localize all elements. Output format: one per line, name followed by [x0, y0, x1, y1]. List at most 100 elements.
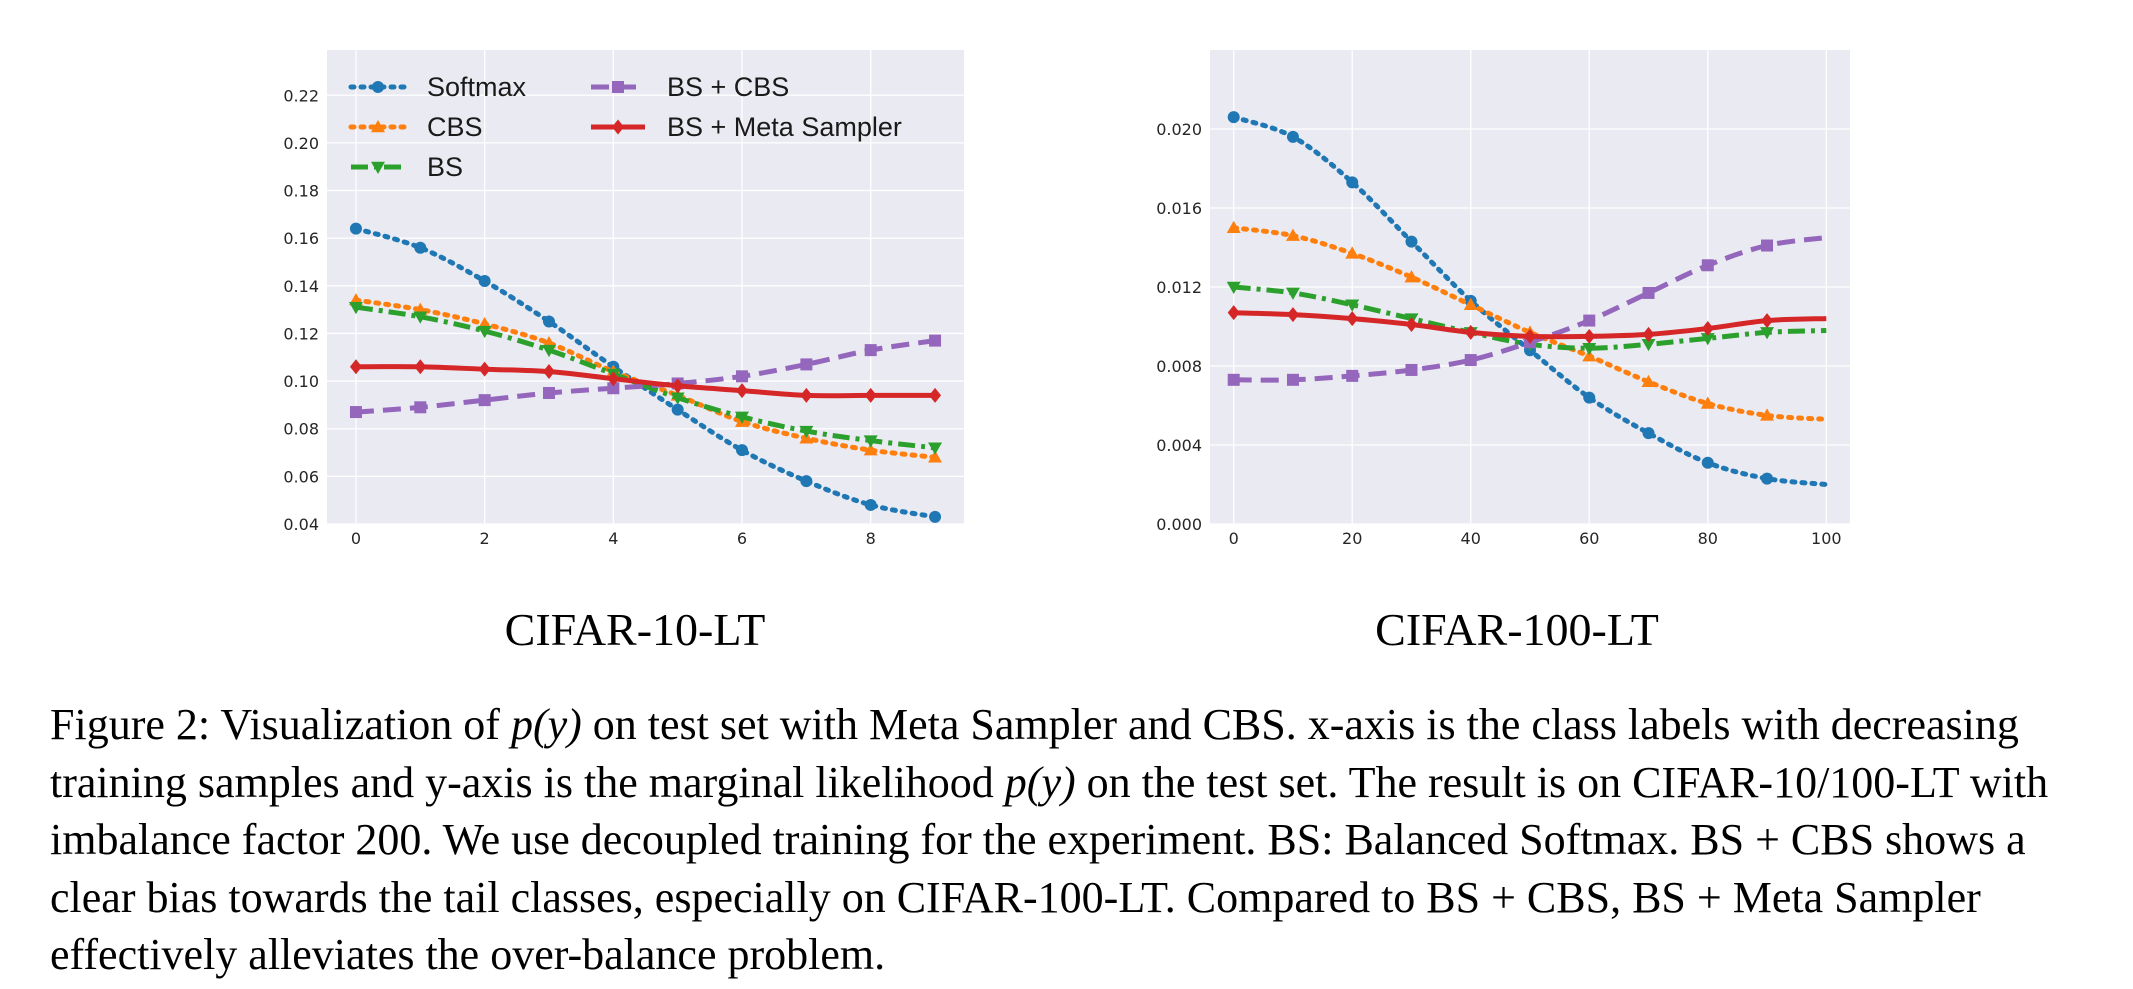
caption-label: Figure 2:	[50, 700, 211, 749]
point-bs	[1582, 342, 1597, 356]
line-bs-cbs	[355, 338, 936, 415]
point-softmax	[1286, 130, 1299, 143]
y-tick-label: 0.016	[1156, 199, 1202, 218]
legend-marker	[372, 81, 384, 93]
y-tick-label: 0.10	[283, 372, 319, 391]
subtitle-cifar100: CIFAR-100-LT	[1375, 604, 1659, 655]
y-tick-label: 0.20	[283, 134, 319, 153]
point-bs-meta-sampler	[542, 364, 555, 380]
point-bs-meta-sampler	[1405, 317, 1418, 333]
point-bs-meta-sampler	[1701, 320, 1714, 336]
y-tick-label: 0.04	[283, 515, 319, 534]
point-cbs	[863, 443, 878, 456]
x-tick-label: 80	[1698, 529, 1718, 548]
line-cbs	[1231, 225, 1829, 422]
point-cbs	[1641, 374, 1656, 388]
point-bs-meta-sampler	[671, 378, 684, 394]
point-cbs	[1345, 246, 1360, 259]
legend-entry-bs-cbs: BS + CBS	[591, 72, 789, 102]
legend: Softmax CBS BS BS + CBS BS + Meta Sampler	[348, 72, 902, 182]
point-softmax	[929, 510, 942, 523]
point-bs-meta-sampler	[736, 383, 749, 399]
legend-marker	[612, 81, 624, 93]
caption-math-2: p(y)	[1004, 757, 1076, 807]
point-cbs	[928, 450, 943, 463]
point-cbs	[1226, 220, 1241, 233]
x-tick-label: 8	[866, 529, 876, 548]
point-bs-cbs	[1227, 373, 1240, 386]
point-bs-cbs	[1464, 354, 1477, 367]
point-softmax	[414, 241, 427, 254]
x-tick-label: 2	[480, 529, 490, 548]
line-bs	[355, 304, 936, 451]
legend-label: BS	[427, 152, 463, 182]
legend-marker	[612, 119, 624, 135]
point-bs-cbs	[1286, 373, 1299, 386]
y-tick-label: 0.06	[283, 467, 319, 486]
caption-text-1: Visualization of	[220, 700, 500, 749]
legend-marker	[371, 161, 385, 174]
point-bs	[1700, 333, 1715, 346]
point-softmax	[800, 475, 813, 488]
point-bs-meta-sampler	[1464, 324, 1477, 340]
point-bs	[735, 411, 750, 424]
point-bs-cbs	[1583, 314, 1596, 327]
y-tick-label: 0.000	[1156, 515, 1202, 534]
y-tick-label: 0.012	[1156, 278, 1202, 297]
point-bs-meta-sampler	[1227, 305, 1240, 321]
point-bs-meta-sampler	[414, 359, 427, 375]
point-bs-meta-sampler	[1642, 326, 1655, 342]
point-bs	[1760, 327, 1775, 340]
point-softmax	[1346, 176, 1359, 189]
chart-cifar10: 0 2 4 6 8 0.04 0.06 0.08 0.10 0.12 0.14 0.16 0.18 0.2…	[283, 50, 964, 548]
point-bs-cbs	[736, 370, 749, 383]
point-cbs	[1404, 270, 1419, 283]
point-bs-meta-sampler	[607, 371, 620, 387]
point-bs-meta-sampler	[1761, 313, 1774, 329]
point-bs-cbs	[864, 344, 877, 357]
series-bs-meta-sampler	[349, 359, 942, 403]
chart-cifar100: 0 20 40 60 80 100 0.000 0.004 0.008 0.012 0.016 0.0…	[1156, 50, 1850, 548]
point-bs	[863, 435, 878, 448]
point-bs-meta-sampler	[349, 359, 362, 375]
point-cbs	[1285, 228, 1300, 241]
point-bs	[477, 325, 492, 339]
point-bs-cbs	[1642, 286, 1655, 299]
x-tick-label: 40	[1461, 529, 1481, 548]
x-tick-label: 60	[1579, 529, 1599, 548]
point-bs-cbs	[1346, 369, 1359, 382]
legend-marker	[371, 120, 385, 133]
y-tick-label: 0.008	[1156, 357, 1202, 376]
figure-caption: Figure 2: Visualization of p(y) on test …	[50, 696, 2120, 984]
point-bs-cbs	[1701, 259, 1714, 272]
point-bs-cbs	[414, 401, 427, 414]
series-bs	[348, 301, 943, 455]
point-bs	[348, 301, 363, 315]
plot-area	[327, 50, 964, 524]
point-softmax	[864, 498, 877, 511]
series-bs-cbs	[349, 334, 942, 419]
point-softmax	[542, 315, 555, 328]
x-tick-label: 0	[351, 529, 361, 548]
point-bs	[541, 344, 556, 358]
point-bs-cbs	[478, 394, 491, 407]
x-tick-label: 0	[1229, 529, 1239, 548]
point-softmax	[1405, 235, 1418, 248]
legend-label: BS + Meta Sampler	[667, 112, 902, 142]
point-bs-meta-sampler	[864, 387, 877, 403]
caption-text-2: on test set with Meta Sampler and CBS. x…	[50, 700, 2019, 807]
point-bs-meta-sampler	[1583, 328, 1596, 344]
point-bs-cbs	[1405, 363, 1418, 376]
legend-entry-softmax: Softmax	[348, 72, 527, 102]
point-softmax	[1227, 111, 1240, 124]
subtitle-cifar10: CIFAR-10-LT	[505, 604, 766, 655]
y-tick-label: 0.22	[283, 86, 319, 105]
point-bs	[1641, 339, 1656, 352]
point-softmax	[736, 444, 749, 457]
point-bs-meta-sampler	[1346, 311, 1359, 327]
point-softmax	[349, 222, 362, 235]
y-tick-label: 0.14	[283, 277, 319, 296]
series-bs-meta-sampler	[1227, 305, 1827, 344]
legend-label: Softmax	[427, 72, 527, 102]
